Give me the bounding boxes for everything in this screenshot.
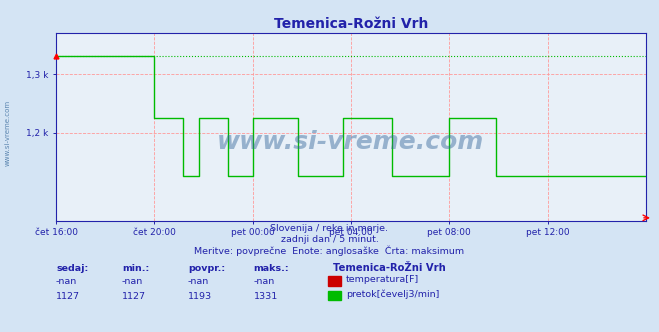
Text: maks.:: maks.:: [254, 264, 289, 273]
Text: zadnji dan / 5 minut.: zadnji dan / 5 minut.: [281, 235, 378, 244]
Text: Slovenija / reke in morje.: Slovenija / reke in morje.: [270, 224, 389, 233]
Text: -nan: -nan: [56, 277, 77, 286]
Text: Temenica-RoŽni Vrh: Temenica-RoŽni Vrh: [333, 263, 445, 273]
Text: povpr.:: povpr.:: [188, 264, 225, 273]
Text: -nan: -nan: [254, 277, 275, 286]
Title: Temenica-Rožni Vrh: Temenica-Rožni Vrh: [273, 17, 428, 31]
Text: 1127: 1127: [56, 292, 80, 301]
Text: 1127: 1127: [122, 292, 146, 301]
Text: 1331: 1331: [254, 292, 278, 301]
Text: sedaj:: sedaj:: [56, 264, 88, 273]
Text: 1193: 1193: [188, 292, 212, 301]
Text: temperatura[F]: temperatura[F]: [346, 275, 419, 284]
Text: -nan: -nan: [188, 277, 209, 286]
Text: pretok[čevelj3/min]: pretok[čevelj3/min]: [346, 290, 440, 299]
Text: Meritve: povprečne  Enote: anglosaške  Črta: maksimum: Meritve: povprečne Enote: anglosaške Črt…: [194, 245, 465, 256]
Text: www.si-vreme.com: www.si-vreme.com: [5, 100, 11, 166]
Text: min.:: min.:: [122, 264, 149, 273]
Text: www.si-vreme.com: www.si-vreme.com: [217, 130, 484, 154]
Text: -nan: -nan: [122, 277, 143, 286]
